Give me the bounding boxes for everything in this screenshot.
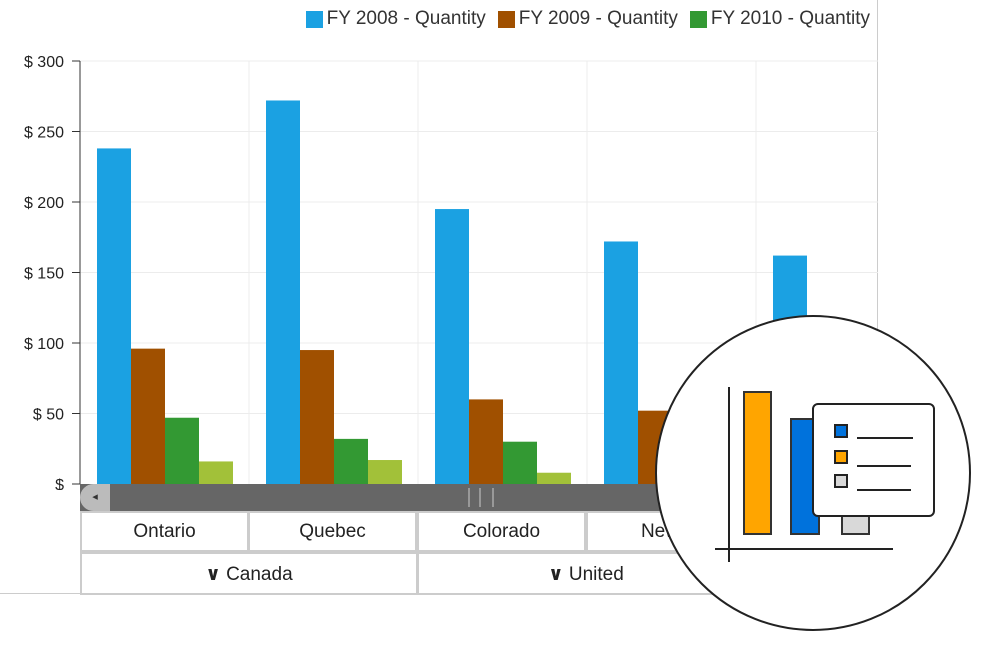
bar[interactable] bbox=[537, 472, 571, 484]
bar[interactable] bbox=[368, 460, 402, 484]
legend-swatch bbox=[497, 10, 515, 28]
scroll-left-button[interactable]: ◂ bbox=[80, 484, 110, 511]
y-tick-label: $ 150 bbox=[24, 266, 64, 283]
bar[interactable] bbox=[604, 241, 638, 484]
bar[interactable] bbox=[199, 461, 233, 484]
bar[interactable] bbox=[469, 399, 503, 484]
y-tick-label: $ 200 bbox=[24, 195, 64, 212]
bar[interactable] bbox=[131, 348, 165, 484]
y-tick-label: $ 100 bbox=[24, 336, 64, 353]
legend-item[interactable]: FY 2010 - Quantity bbox=[689, 8, 870, 30]
legend-label: FY 2010 - Quantity bbox=[710, 8, 870, 29]
group-label: United bbox=[568, 564, 624, 585]
legend-item[interactable]: FY 2009 - Quantity bbox=[497, 8, 678, 30]
bar[interactable] bbox=[503, 441, 537, 484]
legend-swatch bbox=[305, 10, 323, 28]
bar[interactable] bbox=[334, 438, 368, 484]
y-tick-label: $ 250 bbox=[24, 125, 64, 142]
category-label-ontario: Ontario bbox=[80, 511, 249, 552]
legend-label: FY 2008 - Quantity bbox=[326, 8, 486, 29]
category-label-colorado: Colorado bbox=[417, 511, 586, 552]
chevron-down-icon: ∨ bbox=[205, 564, 227, 585]
bar[interactable] bbox=[435, 209, 469, 485]
legend: FY 2008 - Quantity FY 2009 - Quantity FY 2… bbox=[305, 8, 870, 30]
bar[interactable] bbox=[300, 350, 334, 484]
legend-swatch bbox=[689, 10, 707, 28]
scroll-thumb-grip[interactable] bbox=[468, 488, 494, 507]
bar[interactable] bbox=[97, 148, 131, 485]
y-tick-label: $ bbox=[55, 477, 64, 490]
group-canada[interactable]: ∨ Canada bbox=[80, 552, 418, 595]
category-label-quebec: Quebec bbox=[248, 511, 417, 552]
legend-item[interactable]: FY 2008 - Quantity bbox=[305, 8, 486, 30]
chart-legend-icon bbox=[655, 315, 971, 631]
y-tick-label: $ 50 bbox=[33, 407, 64, 424]
bar[interactable] bbox=[165, 417, 199, 484]
legend-label: FY 2009 - Quantity bbox=[518, 8, 678, 29]
bar[interactable] bbox=[266, 100, 300, 484]
y-tick-label: $ 300 bbox=[24, 54, 64, 71]
group-label: Canada bbox=[226, 564, 293, 585]
chevron-down-icon: ∨ bbox=[548, 564, 569, 585]
